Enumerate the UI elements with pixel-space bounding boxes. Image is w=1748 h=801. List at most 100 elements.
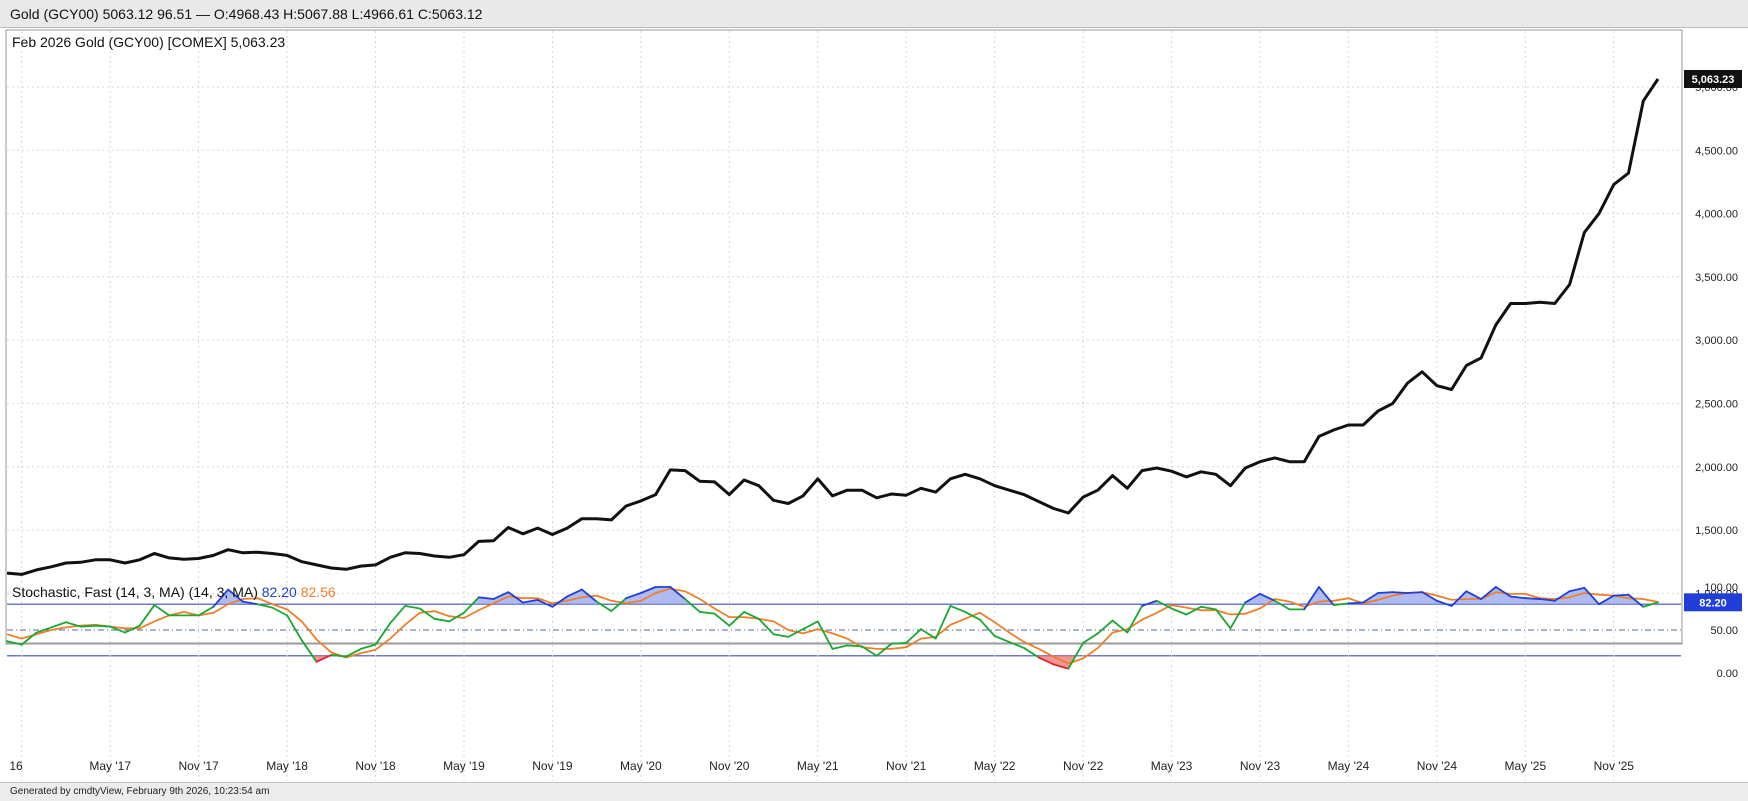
stochastic-k-segment [625,592,642,600]
stochastic-k-segment [1524,597,1541,600]
stochastic-k-segment [433,617,451,623]
stochastic-k-value: 82.20 [261,584,297,600]
time-tick-label: Nov '18 [355,759,396,773]
stochastic-k-segment [1067,642,1084,670]
stochastic-k-segment [949,605,967,613]
last-price-badge-text: 5,063.23 [1692,74,1735,86]
chart-area[interactable]: 1,000.001,500.002,000.002,500.003,000.00… [0,28,1748,782]
stochastic-k-segment [212,588,230,608]
stochastic-k-segment [536,599,554,608]
stochastic-k-segment [345,648,362,658]
time-tick-label: May '20 [620,759,662,773]
stochastic-k-segment [1406,591,1424,594]
time-tick-label: Nov '21 [886,759,927,773]
stochastic-k-segment [566,588,583,598]
stochastic-k-segment [920,628,937,640]
stochastic-k-segment [492,591,510,600]
stochastic-k-segment [1480,586,1497,600]
stochastic-k-segment [610,597,628,612]
stochastic-k-segment [1037,656,1055,666]
time-tick-label: Nov '25 [1594,759,1635,773]
time-tick-label: May '24 [1328,759,1370,773]
stochastic-k-segment [1052,663,1070,670]
stochastic-d-line [6,587,1659,665]
stochastic-k-segment [1598,594,1615,606]
price-series-line [6,78,1660,576]
stochastic-k-segment [743,611,760,620]
stochastic-k-segment [256,603,274,609]
stochastic-k-segment [1214,608,1232,630]
stochastic-k-segment [1612,593,1630,597]
stochastic-k-segment [79,624,97,628]
price-legend: Feb 2026 Gold (GCY00) [COMEX] 5,063.23 [12,34,285,50]
price-tick-label: 4,500.00 [1695,145,1738,157]
time-tick-label: Nov '19 [532,759,573,773]
stochastic-k-segment [522,599,539,604]
stochastic-k-segment [1509,595,1527,600]
stochastic-k-segment [197,605,215,617]
stochastic-k-segment [964,611,981,621]
time-tick-label: Nov '17 [178,759,219,773]
stochastic-k-segment [1303,586,1320,611]
stochastic-k-segment [1244,592,1261,604]
stochastic-k-segment [1141,599,1158,607]
time-tick-label: May '22 [974,759,1016,773]
stochastic-k-segment [241,600,259,606]
stochastic-d-value: 82.56 [300,584,336,600]
stochastic-k-segment [138,604,156,627]
price-axis: 1,000.001,500.002,000.002,500.003,000.00… [1695,82,1738,600]
stochastic-k-segment [1494,586,1512,598]
stochastic-k-segment [109,625,126,634]
stochastic-k-segment [816,620,834,650]
stochastic-k-segment [315,654,333,663]
stochastic-k-segment [875,642,893,657]
stochastic-k-segment [1229,601,1247,630]
stochastic-k-segment [1377,591,1394,594]
stochastic-k-segment [1200,605,1217,611]
stochastic-k-segment [300,639,318,663]
stochastic-last-badge [1684,593,1742,612]
stochastic-k-segment [993,635,1011,643]
stochastic-k-segment [1347,601,1365,605]
price-tick-label: 4,000.00 [1695,209,1738,221]
stochastic-k-segment [448,611,465,623]
stochastic-k-segment [50,621,67,629]
price-tick-label: 3,000.00 [1695,335,1738,347]
chart-title-bar: Gold (GCY00) 5063.12 96.51 — O:4968.43 H… [0,0,1748,28]
time-grid [21,31,1615,781]
stochastic-k-segment [1082,632,1099,644]
stochastic-tick-label: 0.00 [1717,668,1738,680]
stochastic-k-segment [846,644,863,648]
stochastic-k-segment [787,628,804,638]
stochastic-tick-label: 100.00 [1704,582,1738,594]
stochastic-k-segment [713,612,731,627]
stochastic-k-segment [35,626,53,634]
stochastic-k-segment [359,643,377,650]
price-legend-text: Feb 2026 Gold (GCY00) [COMEX] 5,063.23 [12,34,286,50]
stochastic-k-segment [698,611,716,615]
stochastic-k-segment [1465,590,1483,600]
footer-credit: Generated by cmdtyView, February 9th 202… [0,782,1748,801]
price-tick-label: 3,500.00 [1695,272,1738,284]
price-tick-label: 2,500.00 [1695,398,1738,410]
time-tick-label: May '21 [797,759,839,773]
stochastic-k-segment [639,586,657,594]
stochastic-k-segment [6,640,23,646]
stochastic-k-segment [94,624,112,628]
last-price-badge [1684,69,1742,88]
stochastic-k-segment [1539,598,1556,602]
stochastic-k-segment [389,605,406,625]
stochastic-k-segment [861,645,878,657]
time-tick-label: May '19 [443,759,485,773]
stochastic-k-segment [581,588,598,603]
stochastic-k-segment [153,604,171,617]
stochastic-k-segment [669,586,686,600]
stochastic-k-segment [1627,593,1645,608]
stochastic-k-segment [1023,647,1040,659]
stochastic-k-segment [979,618,996,637]
stochastic-k-segment [507,591,524,604]
stochastic-k-segment [65,621,82,628]
stochastic-k-segment [905,628,922,644]
time-tick-label: Nov '23 [1240,759,1281,773]
stochastic-k-segment [227,588,244,603]
